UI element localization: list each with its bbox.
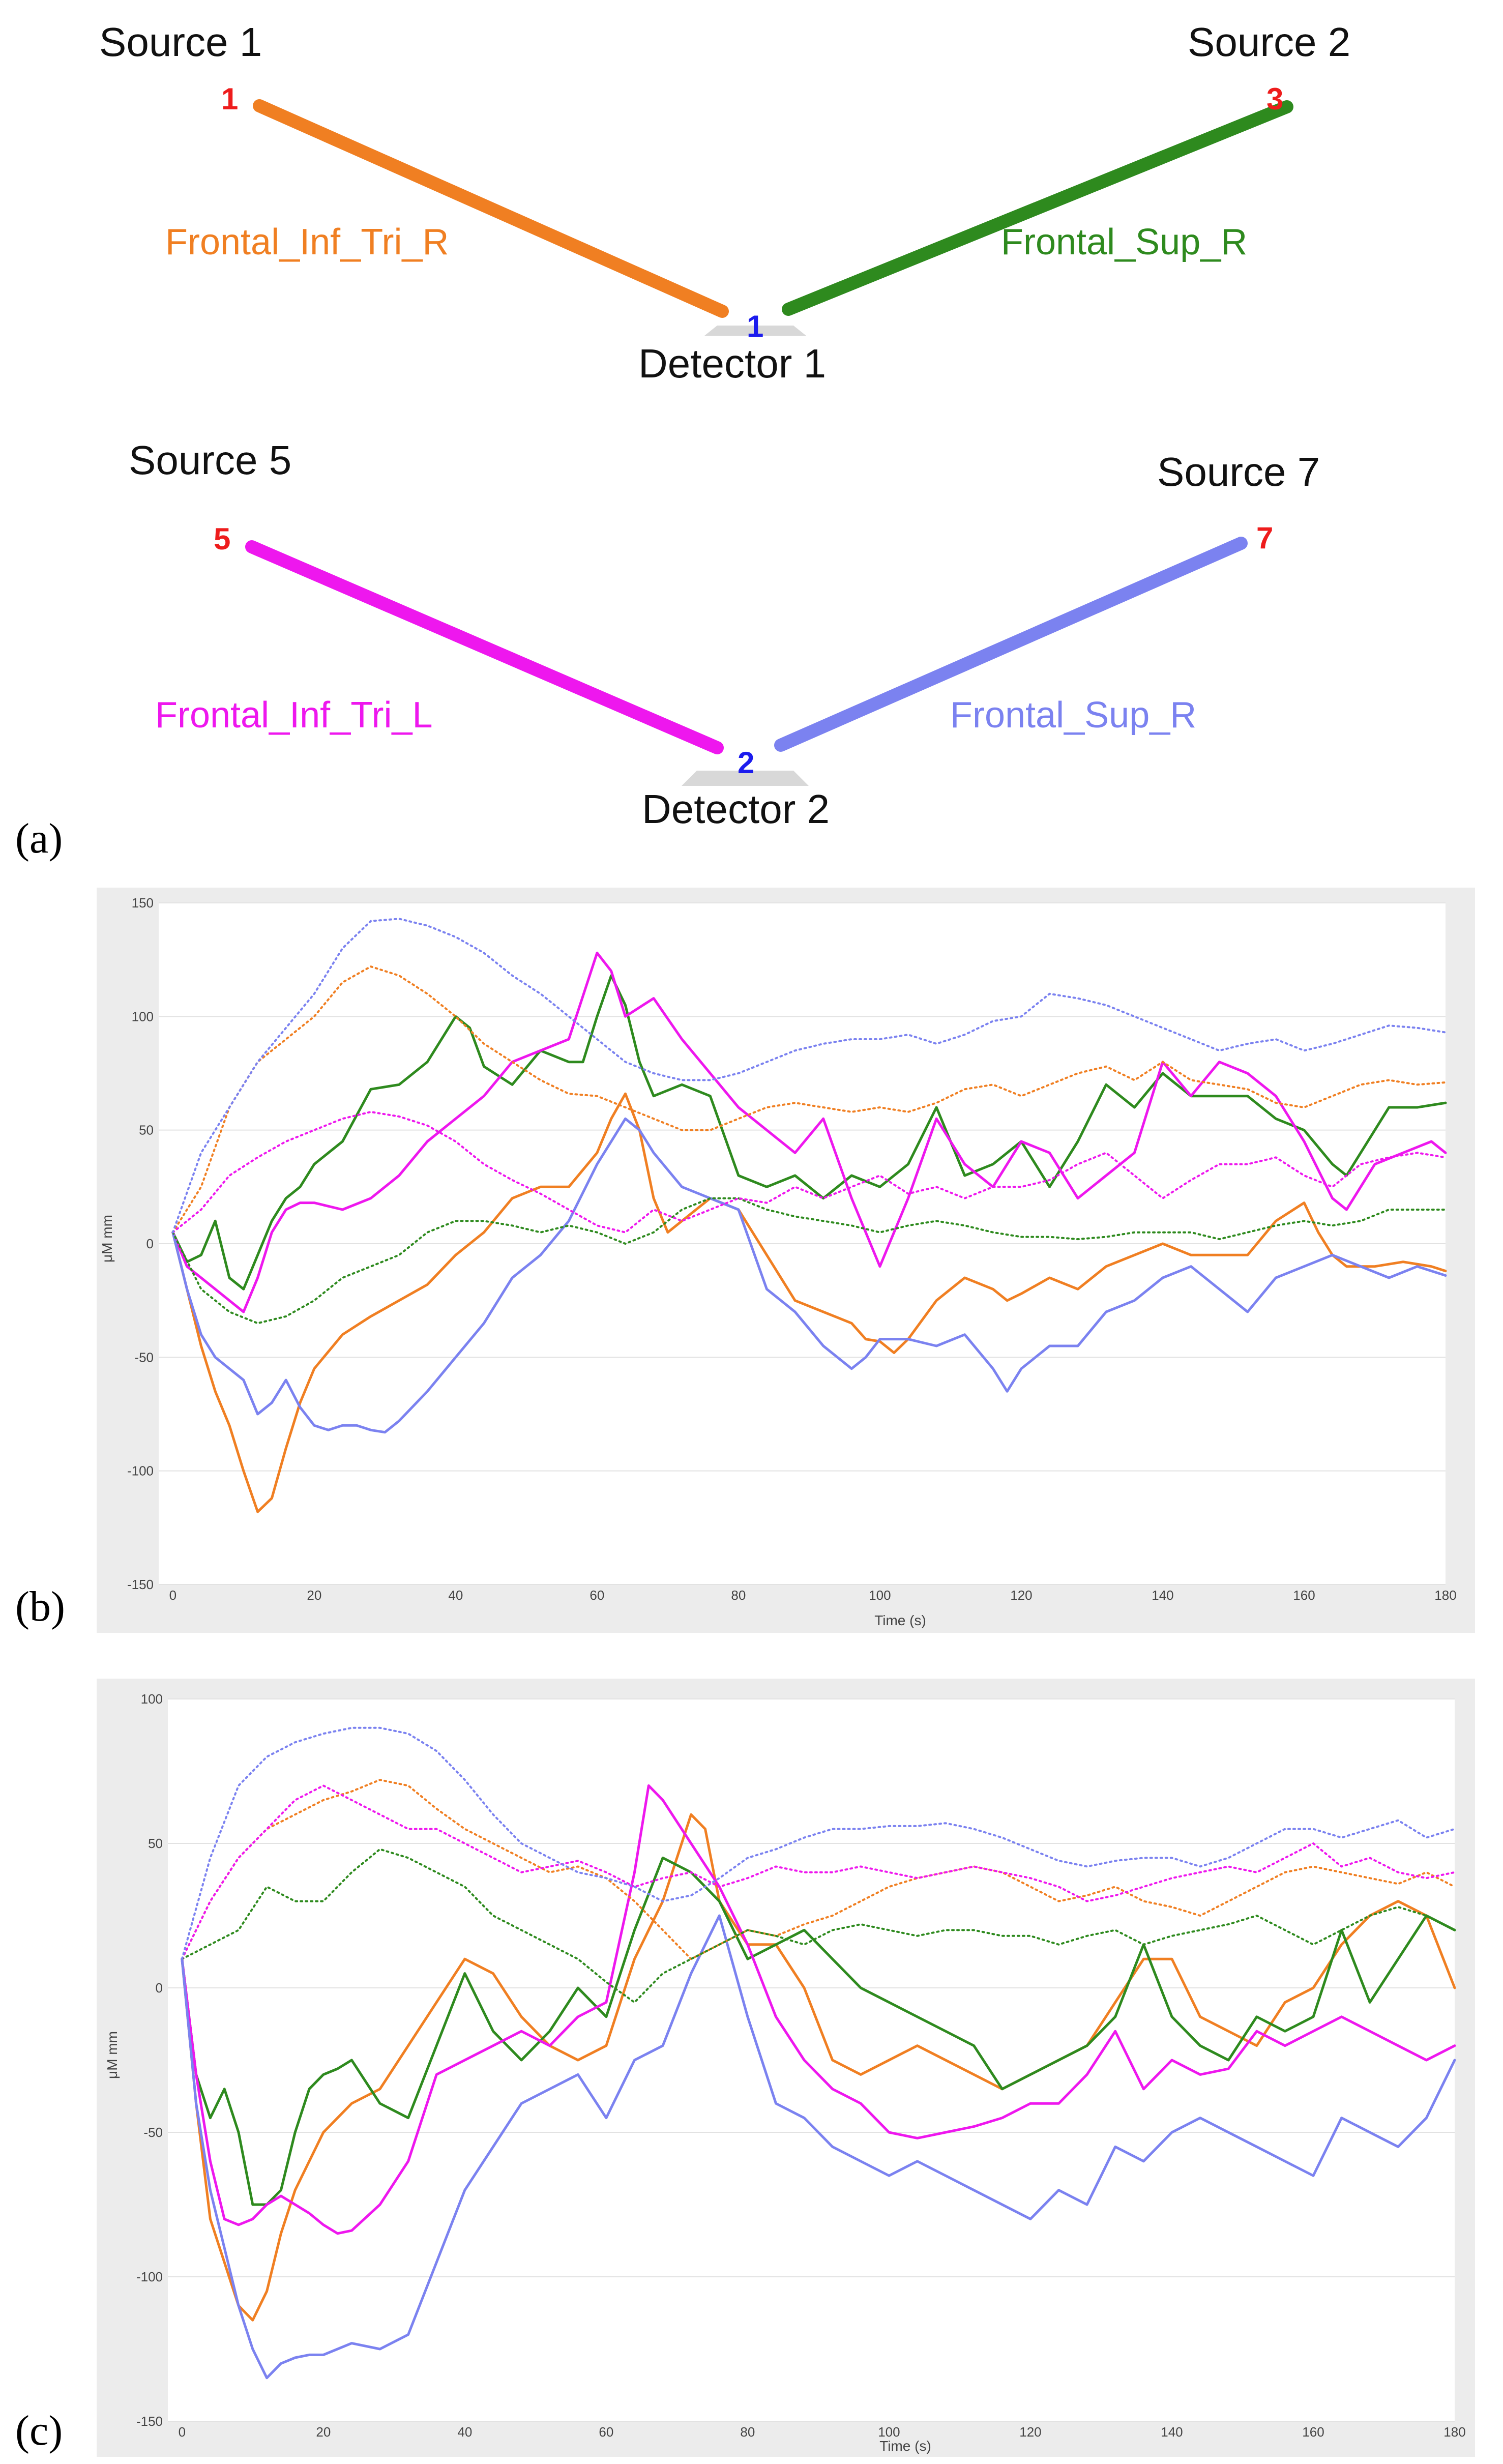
- chart-panel-b: -150 -100 -50 0 50 100 150 0 20 40 60 80 100 120 140 16…: [97, 888, 1475, 1633]
- x-tick-label: 80: [740, 2424, 755, 2440]
- panel-label-c: (c): [15, 2407, 63, 2454]
- y-tick-label: 0: [156, 1980, 163, 1996]
- x-axis-label: Time (s): [879, 2438, 931, 2454]
- source-7-name: Source 7: [1157, 449, 1320, 494]
- detector-2-name: Detector 2: [642, 786, 830, 832]
- x-tick-label: 20: [316, 2424, 331, 2440]
- x-tick-label: 120: [1010, 1588, 1032, 1603]
- channel-lines: [245, 99, 1293, 754]
- detector-1-name: Detector 1: [638, 341, 826, 386]
- y-tick-label: 50: [139, 1123, 154, 1138]
- series-line-5-dotted: [181, 1779, 1456, 1960]
- y-tick-label: 100: [141, 1691, 163, 1707]
- series-line-1-solid: [171, 1092, 1447, 1513]
- channel-line-source1-detector1: [253, 99, 729, 318]
- x-tick-label: 120: [1019, 2424, 1041, 2440]
- region-label-frontal-inf-tri-l: Frontal_Inf_Tri_L: [155, 695, 433, 736]
- y-tick-label: -150: [136, 2414, 163, 2429]
- region-label-frontal-inf-tri-r: Frontal_Inf_Tri_R: [165, 222, 449, 262]
- x-tick-label: 60: [599, 2424, 613, 2440]
- panel-label-a: (a): [15, 815, 63, 862]
- x-tick-label: 100: [878, 2424, 900, 2440]
- x-tick-label: 80: [731, 1588, 746, 1603]
- plot-area: [168, 1699, 1455, 2421]
- series-line-4-solid: [181, 1914, 1456, 2380]
- x-tick-label: 0: [179, 2424, 186, 2440]
- series-line-5-dotted: [171, 965, 1447, 1234]
- series-line-7-dotted: [171, 1110, 1447, 1234]
- y-tick-label: 100: [132, 1009, 154, 1024]
- y-tick-label: 0: [146, 1236, 154, 1251]
- channel-line-source5-detector2: [245, 540, 724, 754]
- series-line-6-dotted: [171, 1197, 1447, 1325]
- source-5-number: 5: [214, 522, 230, 556]
- source-3-number: 3: [1266, 82, 1283, 116]
- series-line-6-dotted: [181, 1848, 1456, 2004]
- detector-1-number: 1: [747, 309, 763, 343]
- channel-line-source3-detector1: [782, 100, 1293, 316]
- detector-2-number: 2: [738, 746, 754, 780]
- x-tick-label: 100: [869, 1588, 891, 1603]
- x-tick-label: 140: [1152, 1588, 1173, 1603]
- x-tick-label: 140: [1161, 2424, 1183, 2440]
- y-tick-label: -50: [143, 2125, 163, 2140]
- x-tick-label: 180: [1443, 2424, 1465, 2440]
- region-label-frontal-sup-r-right: Frontal_Sup_R: [1001, 222, 1247, 262]
- source-5-name: Source 5: [129, 437, 291, 483]
- y-tick-label: -100: [136, 2269, 163, 2284]
- x-tick-label: 0: [169, 1588, 176, 1603]
- detector-2-shadow: [682, 771, 809, 786]
- series-line-3-solid: [171, 951, 1447, 1313]
- panel-label-b: (b): [15, 1583, 65, 1630]
- region-label-frontal-sup-r-lower: Frontal_Sup_R: [950, 695, 1196, 736]
- x-tick-label: 160: [1302, 2424, 1324, 2440]
- source-1-name: Source 1: [99, 19, 262, 65]
- x-tick-label: 20: [307, 1588, 321, 1603]
- x-tick-label: 40: [457, 2424, 472, 2440]
- y-tick-label: -100: [127, 1463, 154, 1479]
- series-lines: [171, 918, 1447, 1513]
- y-tick-label: -50: [134, 1350, 154, 1365]
- y-tick-label: -150: [127, 1577, 154, 1592]
- series-line-8-dotted: [171, 918, 1447, 1234]
- detector-shadows: [682, 326, 809, 786]
- source-7-number: 7: [1256, 521, 1273, 555]
- x-tick-label: 60: [590, 1588, 604, 1603]
- source-1-number: 1: [221, 82, 238, 116]
- series-line-2-solid: [181, 1856, 1456, 2206]
- series-line-8-dotted: [181, 1726, 1456, 1960]
- x-tick-label: 180: [1434, 1588, 1456, 1603]
- chart-panel-c: -150 -100 -50 0 50 100 0 20 40 60 80 100 120 140 160 18…: [97, 1679, 1475, 2457]
- series-lines: [181, 1726, 1456, 2380]
- series-line-2-solid: [171, 974, 1447, 1290]
- channel-layout-diagram: Source 1 1 Source 2 3 Source 5 5 Source …: [99, 19, 1350, 832]
- detector-1-shadow: [704, 326, 806, 336]
- x-axis-label: Time (s): [874, 1612, 926, 1628]
- grid-lines: [159, 902, 1446, 1585]
- y-tick-label: 50: [148, 1836, 163, 1851]
- y-axis-label: μM mm: [104, 2031, 120, 2079]
- x-tick-label: 40: [448, 1588, 463, 1603]
- tick-labels: -150 -100 -50 0 50 100 0 20 40 60 80 100 120 140 160 18…: [136, 1691, 1466, 2440]
- y-tick-label: 150: [132, 895, 154, 911]
- channel-line-source7-detector2: [774, 537, 1248, 752]
- tick-labels: -150 -100 -50 0 50 100 150 0 20 40 60 80 100 120 140 16…: [127, 895, 1457, 1603]
- source-3-name: Source 2: [1188, 19, 1350, 65]
- grid-lines: [168, 1698, 1455, 2422]
- y-axis-label: μM mm: [99, 1215, 115, 1263]
- x-tick-label: 160: [1293, 1588, 1315, 1603]
